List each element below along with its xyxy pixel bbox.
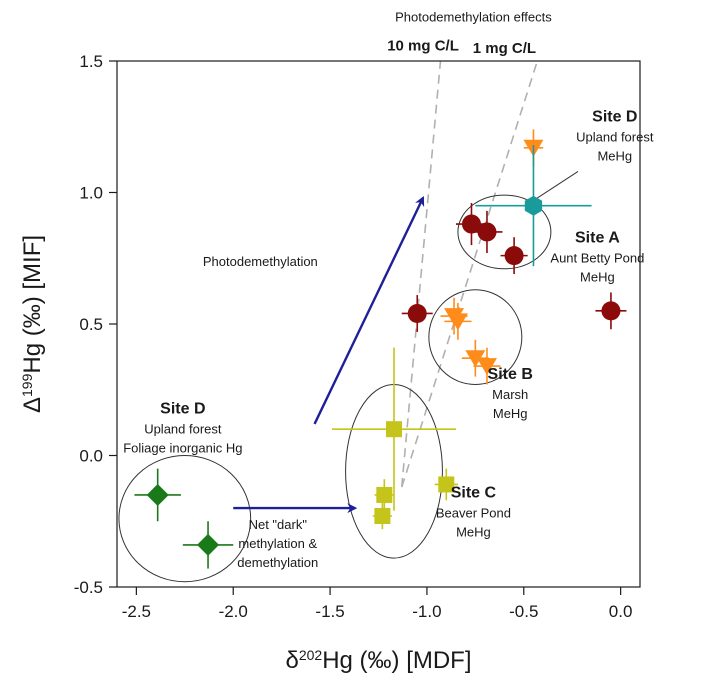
photodemethylation-dashed-line: [400, 60, 539, 488]
data-point-square: [374, 507, 391, 524]
x-tick-label: -1.5: [315, 602, 344, 621]
annotation-text: Upland forest: [144, 421, 222, 436]
x-axis-title: δ202Hg (‰) [MDF]: [285, 647, 471, 674]
y-tick-label: 1.0: [79, 184, 103, 203]
data-point-square: [376, 486, 393, 503]
data-point-circle: [407, 303, 427, 323]
y-tick-label: 0.5: [79, 315, 103, 334]
data-point-group: [500, 237, 528, 275]
x-axis-title-prefix: δ: [285, 647, 298, 674]
data-point-triangle: [476, 358, 497, 376]
label-connector-line: [529, 171, 579, 204]
y-axis-title-prefix: Δ: [19, 397, 46, 413]
x-tick-label: -2.5: [122, 602, 151, 621]
annotation-text: Upland forest: [576, 129, 654, 144]
data-layer: [134, 129, 627, 569]
data-point-circle: [461, 214, 481, 234]
data-point-circle: [504, 246, 524, 266]
site-label-title: Site D: [160, 400, 205, 417]
site-ellipse: [118, 455, 252, 583]
data-point-diamond: [197, 533, 220, 556]
axes-layer: -2.5 -2.0 -1.5 -1.0 -0.5 0.0 -0.5 0.0 0.5 1.0 1.5 δ…: [19, 52, 641, 674]
photodemethylation-dashed-line: [400, 60, 442, 488]
y-axis-title-text: Hg (‰) [MIF]: [19, 235, 46, 374]
data-point-group: [475, 145, 592, 267]
annotation-text: Beaver Pond: [436, 506, 511, 521]
data-point-diamond: [146, 483, 169, 506]
annotation-text: Foliage inorganic Hg: [123, 440, 242, 455]
process-arrow: [313, 195, 425, 425]
data-point-group: [372, 502, 393, 530]
annotation-text: 10 mg C/L: [387, 37, 459, 54]
site-label-title: Site A: [575, 229, 620, 246]
annotation-text: Marsh: [492, 387, 528, 402]
annotation-text: demethylation: [237, 555, 318, 570]
annotation-text: Photodemethylation effects: [395, 10, 552, 25]
x-axis-title-superscript: 202: [299, 647, 323, 663]
annotation-layer: Photodemethylation effects 10 mg C/L 1 mg …: [123, 10, 654, 571]
annotation-text: 1 mg C/L: [473, 40, 536, 57]
data-point-group: [434, 468, 458, 501]
data-point-group: [595, 292, 627, 330]
y-tick-label: 0.0: [79, 447, 103, 466]
annotation-text: methylation &: [238, 536, 317, 551]
annotation-text: MeHg: [580, 269, 615, 284]
x-tick-label: -2.0: [219, 602, 248, 621]
data-point-circle: [601, 301, 621, 321]
data-point-group: [134, 468, 181, 522]
y-axis-title: Δ199Hg (‰) [MIF]: [19, 235, 46, 413]
guide-layer: [118, 60, 579, 583]
data-point-group: [374, 479, 394, 511]
annotation-text: Net "dark": [249, 517, 308, 532]
site-label-title: Site C: [451, 485, 497, 502]
annotation-text: Aunt Betty Pond: [550, 250, 644, 265]
data-point-group: [471, 210, 503, 253]
data-point-square: [385, 421, 402, 438]
data-point-group: [455, 203, 487, 246]
data-point-circle: [477, 222, 497, 242]
x-axis-title-text: Hg (‰) [MDF]: [322, 647, 471, 674]
annotation-text: MeHg: [493, 406, 528, 421]
x-tick-label: 0.0: [609, 602, 633, 621]
data-point-group: [444, 302, 472, 340]
annotation-text: MeHg: [597, 148, 632, 163]
site-label-title: Site D: [592, 108, 637, 125]
site-ellipse: [428, 289, 523, 385]
data-point-square: [438, 476, 455, 493]
data-point-group: [332, 347, 456, 511]
y-tick-label: -0.5: [74, 578, 103, 597]
annotation-text: Photodemethylation: [203, 254, 318, 269]
data-point-triangle: [465, 350, 486, 368]
y-axis-title-superscript: 199: [19, 373, 35, 397]
data-point-group: [401, 295, 433, 332]
y-tick-label: 1.5: [79, 52, 103, 71]
data-point-hexagon: [524, 195, 543, 216]
annotation-text: MeHg: [456, 525, 491, 540]
site-ellipse: [457, 194, 552, 270]
data-point-triangle: [447, 313, 468, 331]
x-tick-label: -0.5: [509, 602, 538, 621]
data-point-group: [182, 521, 234, 569]
x-tick-label: -1.0: [412, 602, 441, 621]
site-label-title: Site B: [488, 366, 533, 383]
data-point-group: [473, 347, 501, 385]
